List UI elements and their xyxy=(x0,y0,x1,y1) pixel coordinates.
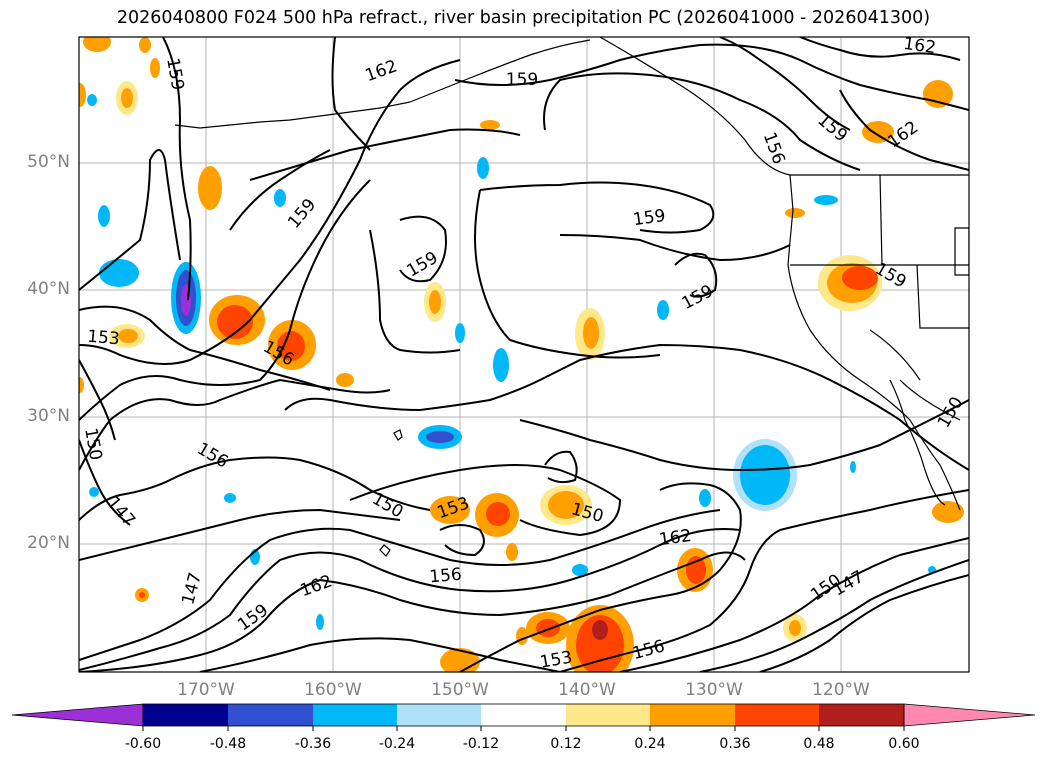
contour-label: 159 xyxy=(162,56,187,91)
contour-label: 162 xyxy=(902,34,937,58)
colorbar-tick-label: 0.24 xyxy=(634,736,666,752)
colorbar-segment xyxy=(819,704,904,726)
contour-label: 159 xyxy=(679,281,717,314)
contour-label: 150 xyxy=(80,426,105,461)
colorbar-segment xyxy=(228,704,313,726)
lat-label-30n: 30°N xyxy=(27,406,70,426)
lon-label-160w: 160°W xyxy=(304,680,362,700)
contour-label: 156 xyxy=(429,565,463,588)
lon-label-150w: 150°W xyxy=(431,680,489,700)
colorbar-max-extend xyxy=(903,703,1036,727)
colorbar-segment xyxy=(566,704,650,726)
contour-label: 162 xyxy=(658,526,693,550)
lon-label-140w: 140°W xyxy=(558,680,616,700)
colorbar-segment xyxy=(143,704,228,726)
colorbar-tick-label: -0.24 xyxy=(378,736,416,752)
lat-label-20n: 20°N xyxy=(27,533,70,553)
contour-label: 156 xyxy=(630,636,667,664)
colorbar-min-extend xyxy=(11,703,144,727)
colorbar-segment xyxy=(735,704,819,726)
colorbar-tick-label: 0.36 xyxy=(719,736,751,752)
colorbar-segment xyxy=(313,704,397,726)
colorbar-tick-label: -0.12 xyxy=(462,736,500,752)
lon-label-130w: 130°W xyxy=(685,680,743,700)
contour-label: 153 xyxy=(86,327,120,350)
colorbar-tick-label: 0.48 xyxy=(803,736,835,752)
contour-label: 159 xyxy=(284,195,320,233)
contour-label: 159 xyxy=(403,248,441,282)
colorbar-tick-label: -0.48 xyxy=(209,736,247,752)
lat-label-50n: 50°N xyxy=(27,152,70,172)
lon-label-170w: 170°W xyxy=(177,680,235,700)
colorbar-tick-label: 0.60 xyxy=(888,736,920,752)
colorbar-tick-label: 0.12 xyxy=(550,736,582,752)
contour-label: 162 xyxy=(298,571,335,601)
gridlines xyxy=(79,37,969,672)
colorbar-tick-label: -0.36 xyxy=(294,736,332,752)
coastlines xyxy=(174,37,969,557)
contour-label: 159 xyxy=(632,206,667,230)
colorbar-segment xyxy=(397,704,481,726)
contour-label: 147 xyxy=(178,570,206,607)
contour-label: 162 xyxy=(363,56,400,86)
contour-labels: 162 159 159 162 159 156 159 159 159 153 … xyxy=(80,34,967,673)
contour-label: 159 xyxy=(506,70,538,90)
refractivity-contours xyxy=(79,37,969,672)
colorbar-tick-label: -0.60 xyxy=(124,736,162,752)
lat-label-40n: 40°N xyxy=(27,279,70,299)
colorbar-segment xyxy=(650,704,735,726)
colorbar-segment xyxy=(481,704,566,726)
contour-label: 162 xyxy=(884,117,922,152)
lon-label-120w: 120°W xyxy=(812,680,870,700)
contour-label: 159 xyxy=(813,110,851,146)
colorbar xyxy=(11,703,1036,731)
contour-label: 150 xyxy=(934,393,968,431)
map-frame xyxy=(78,36,970,673)
map-title: 2026040800 F024 500 hPa refract., river … xyxy=(116,8,931,28)
